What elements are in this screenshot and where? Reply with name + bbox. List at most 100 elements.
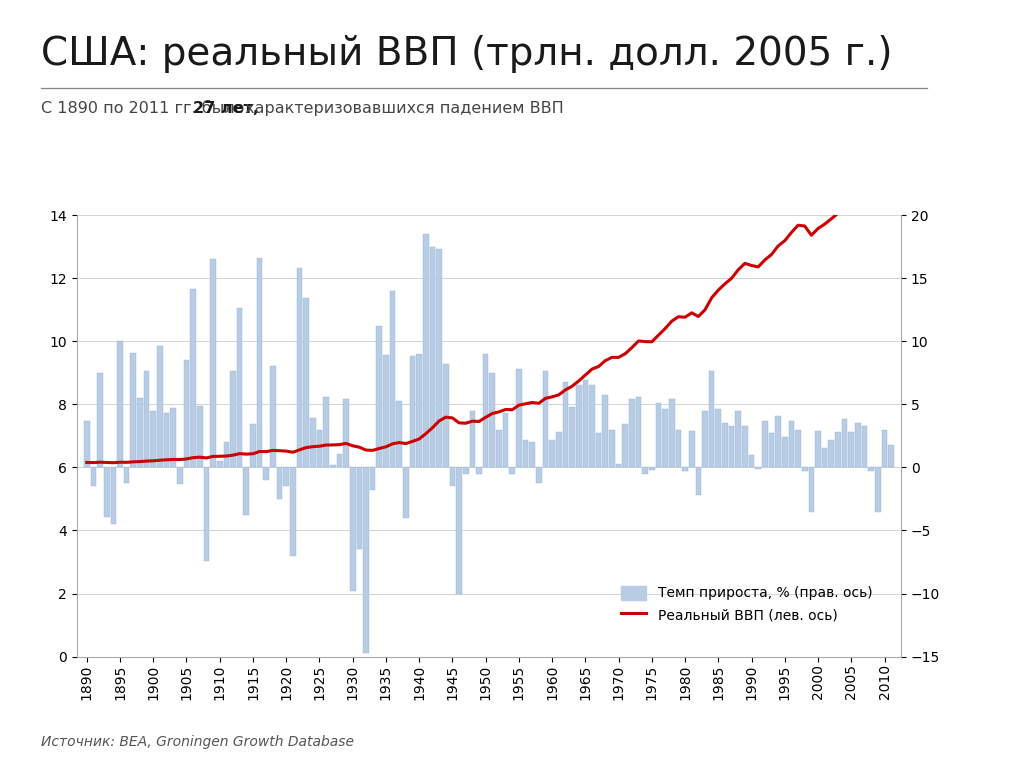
Bar	[522, 439, 528, 468]
Bar	[410, 356, 416, 468]
Bar	[663, 409, 668, 468]
Text: 27 лет,: 27 лет,	[194, 101, 259, 117]
Bar	[769, 433, 774, 468]
Bar	[849, 432, 854, 468]
Bar	[443, 364, 449, 468]
Bar	[183, 360, 189, 468]
Bar	[735, 411, 741, 468]
Bar	[489, 372, 496, 468]
Bar	[629, 399, 635, 468]
Bar	[796, 429, 801, 468]
Bar	[609, 429, 614, 468]
Bar	[889, 445, 894, 468]
Bar	[722, 423, 728, 468]
Bar	[868, 468, 874, 472]
Bar	[450, 468, 456, 486]
Bar	[297, 268, 302, 468]
Bar	[210, 259, 216, 468]
Bar	[217, 461, 222, 468]
Bar	[403, 468, 409, 518]
Bar	[117, 341, 123, 468]
Text: 1: 1	[968, 717, 983, 737]
Bar	[822, 449, 827, 468]
Bar	[602, 396, 608, 468]
Bar	[689, 431, 694, 468]
Bar	[649, 468, 654, 470]
Bar	[103, 468, 110, 517]
Bar	[390, 291, 395, 468]
Text: Источник: BEA, Groningen Growth Database: Источник: BEA, Groningen Growth Database	[41, 735, 354, 749]
Bar	[596, 433, 601, 468]
Bar	[151, 411, 156, 468]
Bar	[862, 425, 867, 468]
Bar	[569, 407, 574, 468]
Bar	[583, 380, 588, 468]
Bar	[623, 425, 628, 468]
Bar	[809, 468, 814, 511]
Bar	[882, 429, 888, 468]
Bar	[370, 468, 376, 490]
Text: США: реальный ВВП (трлн. долл. 2005 г.): США: реальный ВВП (трлн. долл. 2005 г.)	[41, 35, 893, 72]
Text: характеризовавшихся падением ВВП: характеризовавшихся падением ВВП	[240, 101, 564, 117]
Bar	[742, 425, 748, 468]
Bar	[702, 411, 708, 468]
Bar	[815, 431, 821, 468]
Bar	[97, 372, 102, 468]
Bar	[529, 442, 535, 468]
Bar	[257, 258, 262, 468]
Bar	[457, 468, 462, 594]
Bar	[190, 290, 196, 468]
Bar	[270, 366, 275, 468]
Bar	[589, 386, 595, 468]
Bar	[84, 421, 89, 468]
Bar	[642, 468, 648, 474]
Bar	[356, 468, 362, 549]
Bar	[310, 418, 315, 468]
Bar	[482, 354, 488, 468]
Bar	[476, 468, 482, 474]
Bar	[716, 409, 721, 468]
Bar	[290, 468, 296, 556]
Bar	[223, 442, 229, 468]
Bar	[828, 439, 835, 468]
Bar	[197, 406, 203, 468]
Bar	[556, 432, 561, 468]
Bar	[788, 421, 795, 468]
Bar	[143, 372, 150, 468]
Bar	[543, 372, 548, 468]
Bar	[655, 403, 662, 468]
Bar	[337, 453, 342, 468]
Bar	[562, 382, 568, 468]
Bar	[575, 386, 582, 468]
Bar	[330, 465, 336, 468]
Bar	[749, 455, 755, 468]
Bar	[682, 468, 688, 472]
Bar	[244, 468, 249, 515]
Bar	[470, 411, 475, 468]
Bar	[430, 247, 435, 468]
Bar	[383, 355, 389, 468]
Bar	[695, 468, 701, 495]
Bar	[303, 298, 309, 468]
Bar	[157, 346, 163, 468]
Bar	[876, 468, 881, 511]
Bar	[636, 397, 641, 468]
Bar	[237, 309, 243, 468]
Bar	[802, 468, 808, 472]
Bar	[496, 429, 502, 468]
Bar	[350, 468, 355, 591]
Legend: Темп прироста, % (прав. ось), Реальный ВВП (лев. ось): Темп прироста, % (прав. ось), Реальный В…	[615, 580, 878, 627]
Bar	[516, 369, 521, 468]
Bar	[276, 468, 283, 499]
Bar	[170, 408, 176, 468]
Bar	[284, 468, 289, 486]
Bar	[669, 399, 675, 468]
Bar	[111, 468, 116, 525]
Bar	[343, 399, 349, 468]
Bar	[177, 468, 182, 484]
Bar	[509, 468, 515, 474]
Bar	[436, 249, 442, 468]
Bar	[417, 354, 422, 468]
Bar	[316, 429, 323, 468]
Bar	[124, 468, 129, 482]
